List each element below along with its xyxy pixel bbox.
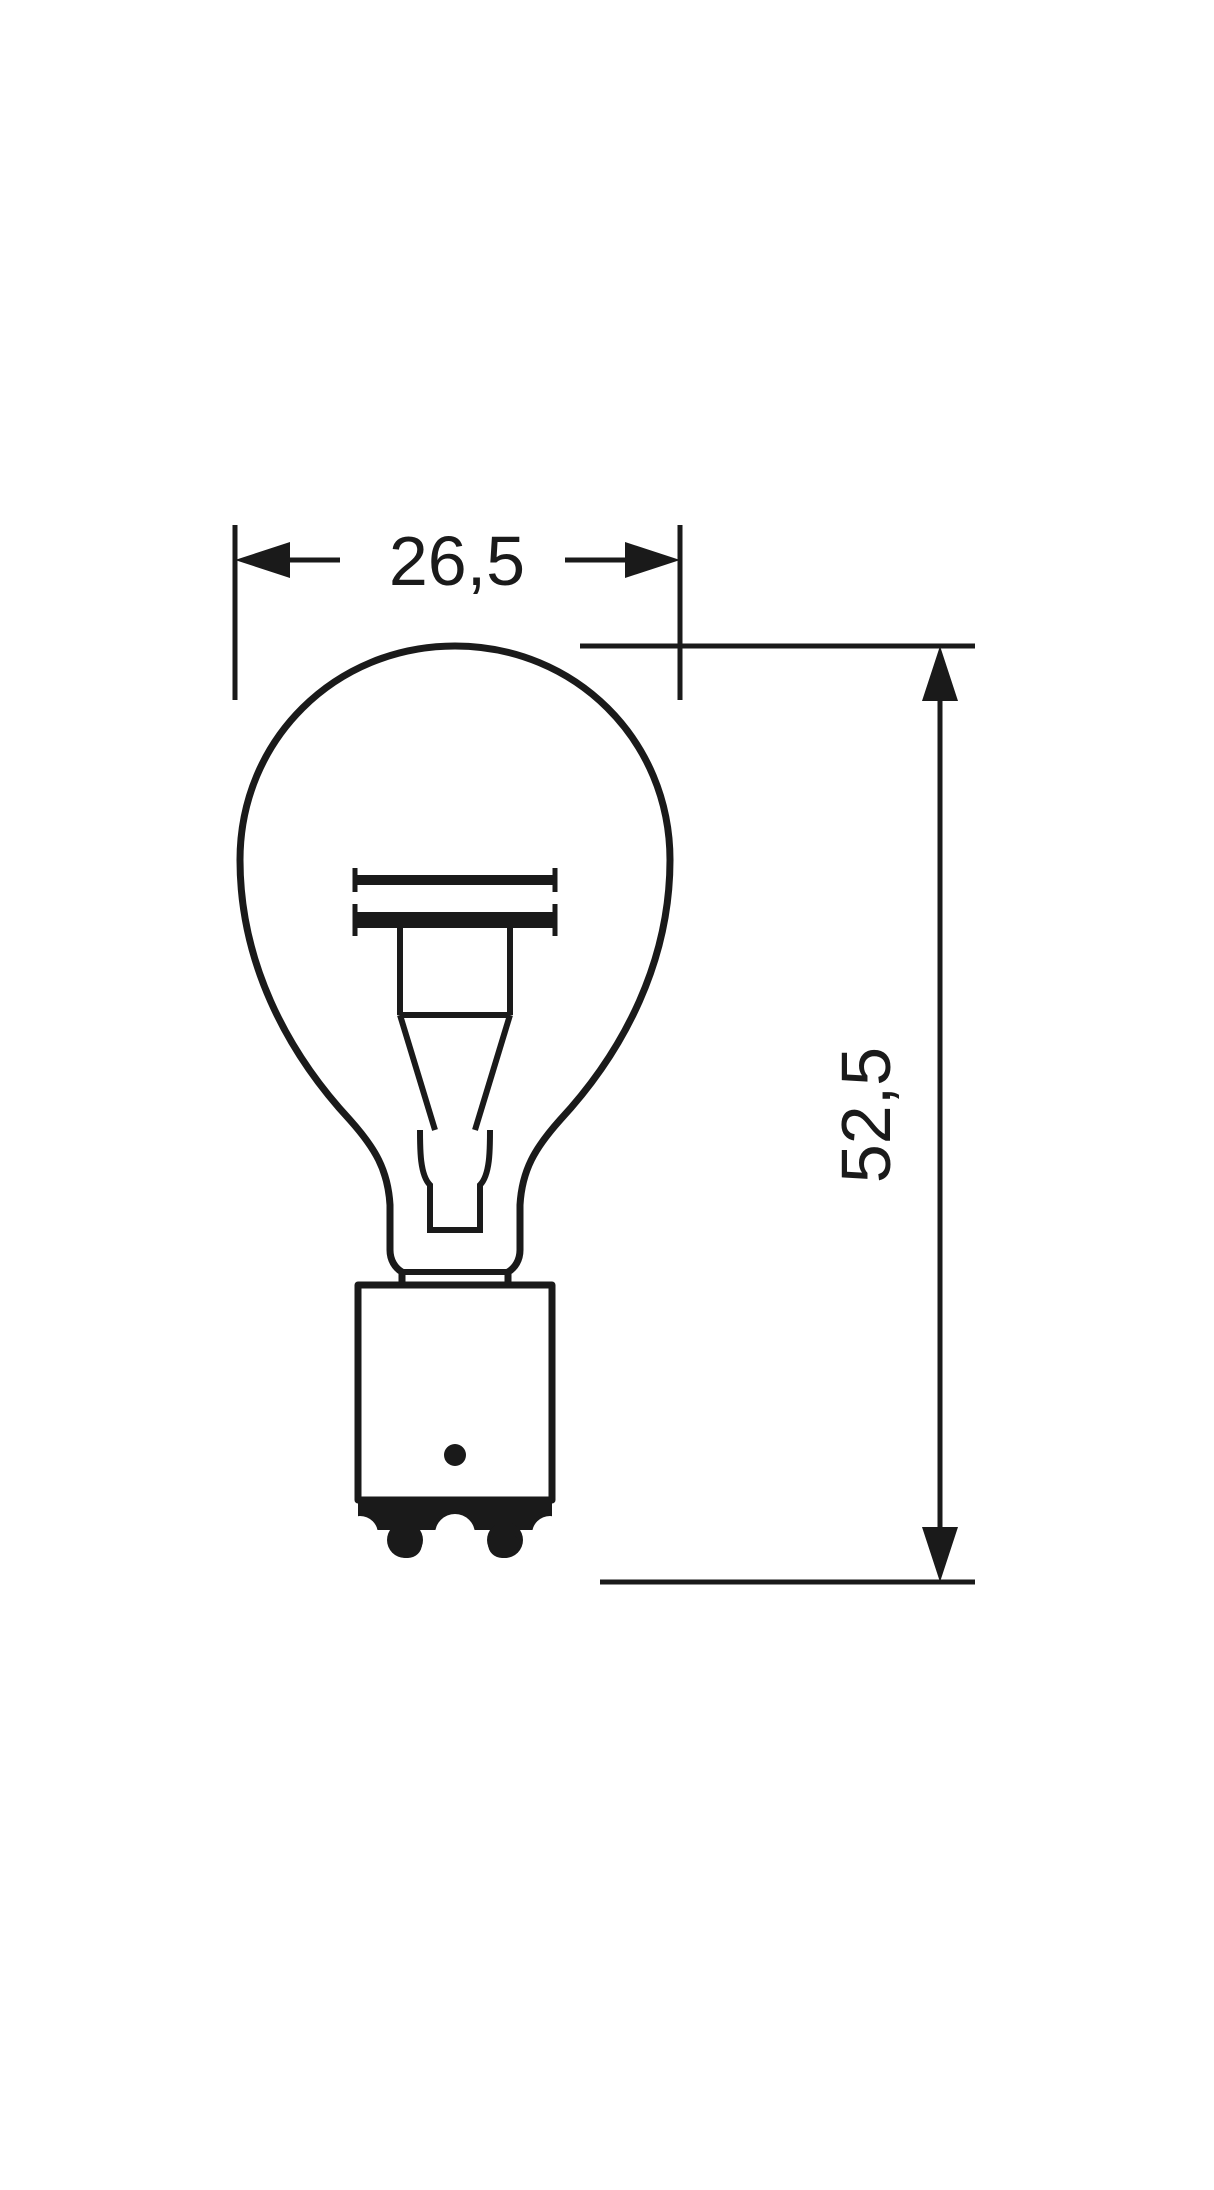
height-dimension-label: 52,5 bbox=[827, 1047, 905, 1183]
width-dimension-label: 26,5 bbox=[389, 522, 525, 600]
bulb-technical-drawing: 26,5 52,5 bbox=[0, 0, 1214, 2190]
bulb-body bbox=[240, 646, 670, 1558]
